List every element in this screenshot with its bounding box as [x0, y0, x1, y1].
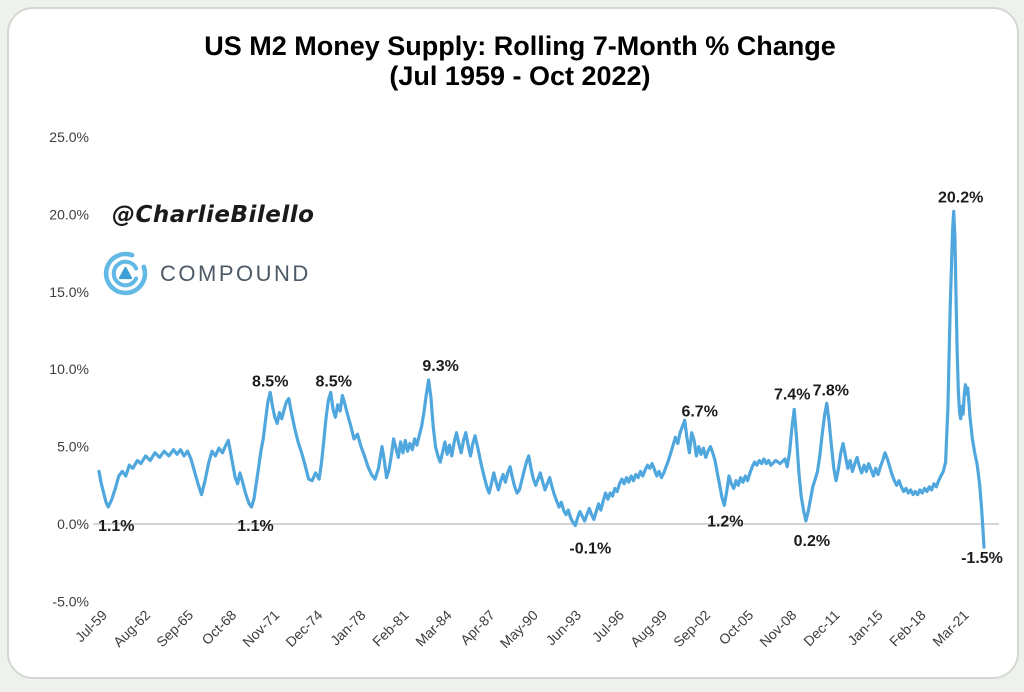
- x-axis-label: May-90: [497, 607, 541, 651]
- data-label: -1.5%: [961, 550, 1003, 567]
- y-axis-label: 15.0%: [49, 284, 89, 300]
- data-label: 9.3%: [422, 358, 458, 375]
- data-label: 7.8%: [813, 382, 849, 399]
- data-label: 8.5%: [315, 373, 351, 390]
- data-label: 1.1%: [237, 518, 273, 535]
- x-axis-label: Jun-93: [543, 607, 585, 649]
- y-axis-label: -5.0%: [52, 593, 89, 609]
- data-label: -0.1%: [569, 541, 611, 558]
- x-axis-label: Oct-05: [715, 607, 756, 648]
- data-label: 7.4%: [774, 386, 810, 403]
- data-label: 1.1%: [98, 518, 134, 535]
- compound-logo-text: COMPOUND: [160, 260, 311, 286]
- x-axis-label: Oct-68: [198, 607, 239, 648]
- data-label: 6.7%: [681, 403, 717, 420]
- y-axis-label: 5.0%: [57, 439, 89, 455]
- y-axis-label: 25.0%: [49, 129, 89, 145]
- x-axis-label: Feb-18: [886, 607, 929, 650]
- compound-c-icon: [103, 251, 148, 296]
- compound-logo: COMPOUND: [102, 250, 311, 297]
- x-axis-label: Nov-08: [756, 607, 799, 650]
- watermark-handle: @CharlieBilello: [112, 202, 315, 228]
- x-axis-label: Jan-15: [844, 607, 886, 649]
- data-label: 20.2%: [938, 189, 983, 206]
- x-axis-label: Aug-62: [110, 607, 153, 650]
- x-axis-label: Dec-11: [800, 607, 843, 650]
- chart-title: US M2 Money Supply: Rolling 7-Month % Ch…: [204, 31, 836, 61]
- line-chart: 25.0%20.0%15.0%10.0%5.0%0.0%-5.0%Jul-59 A…: [49, 129, 1003, 651]
- data-label: 0.2%: [794, 533, 830, 550]
- x-axis-label: Aug-99: [627, 607, 670, 650]
- x-axis-label: Jul-59: [72, 607, 110, 645]
- x-axis-label: Mar-84: [412, 607, 455, 650]
- x-axis-label: Sep-02: [670, 607, 713, 650]
- y-axis-label: 0.0%: [57, 516, 89, 532]
- chart-header: US M2 Money Supply: Rolling 7-Month % Ch…: [23, 31, 1017, 93]
- x-axis-label: Mar-21: [929, 607, 972, 650]
- x-axis-label: Apr-87: [457, 607, 498, 648]
- data-label: 8.5%: [252, 373, 288, 390]
- x-axis-label: Sep-65: [153, 607, 196, 650]
- y-axis-label: 20.0%: [49, 206, 89, 222]
- x-axis-label: Dec-74: [282, 607, 325, 650]
- x-axis-label: Jan-78: [327, 607, 369, 649]
- x-axis-label: Jul-96: [589, 607, 627, 645]
- x-axis-label: Nov-71: [239, 607, 282, 650]
- chart-card: US M2 Money Supply: Rolling 7-Month % Ch…: [7, 7, 1019, 679]
- data-label: 1.2%: [707, 513, 743, 530]
- x-axis-label: Feb-81: [369, 607, 412, 650]
- chart-subtitle: (Jul 1959 - Oct 2022): [389, 61, 651, 92]
- y-axis-label: 10.0%: [49, 361, 89, 377]
